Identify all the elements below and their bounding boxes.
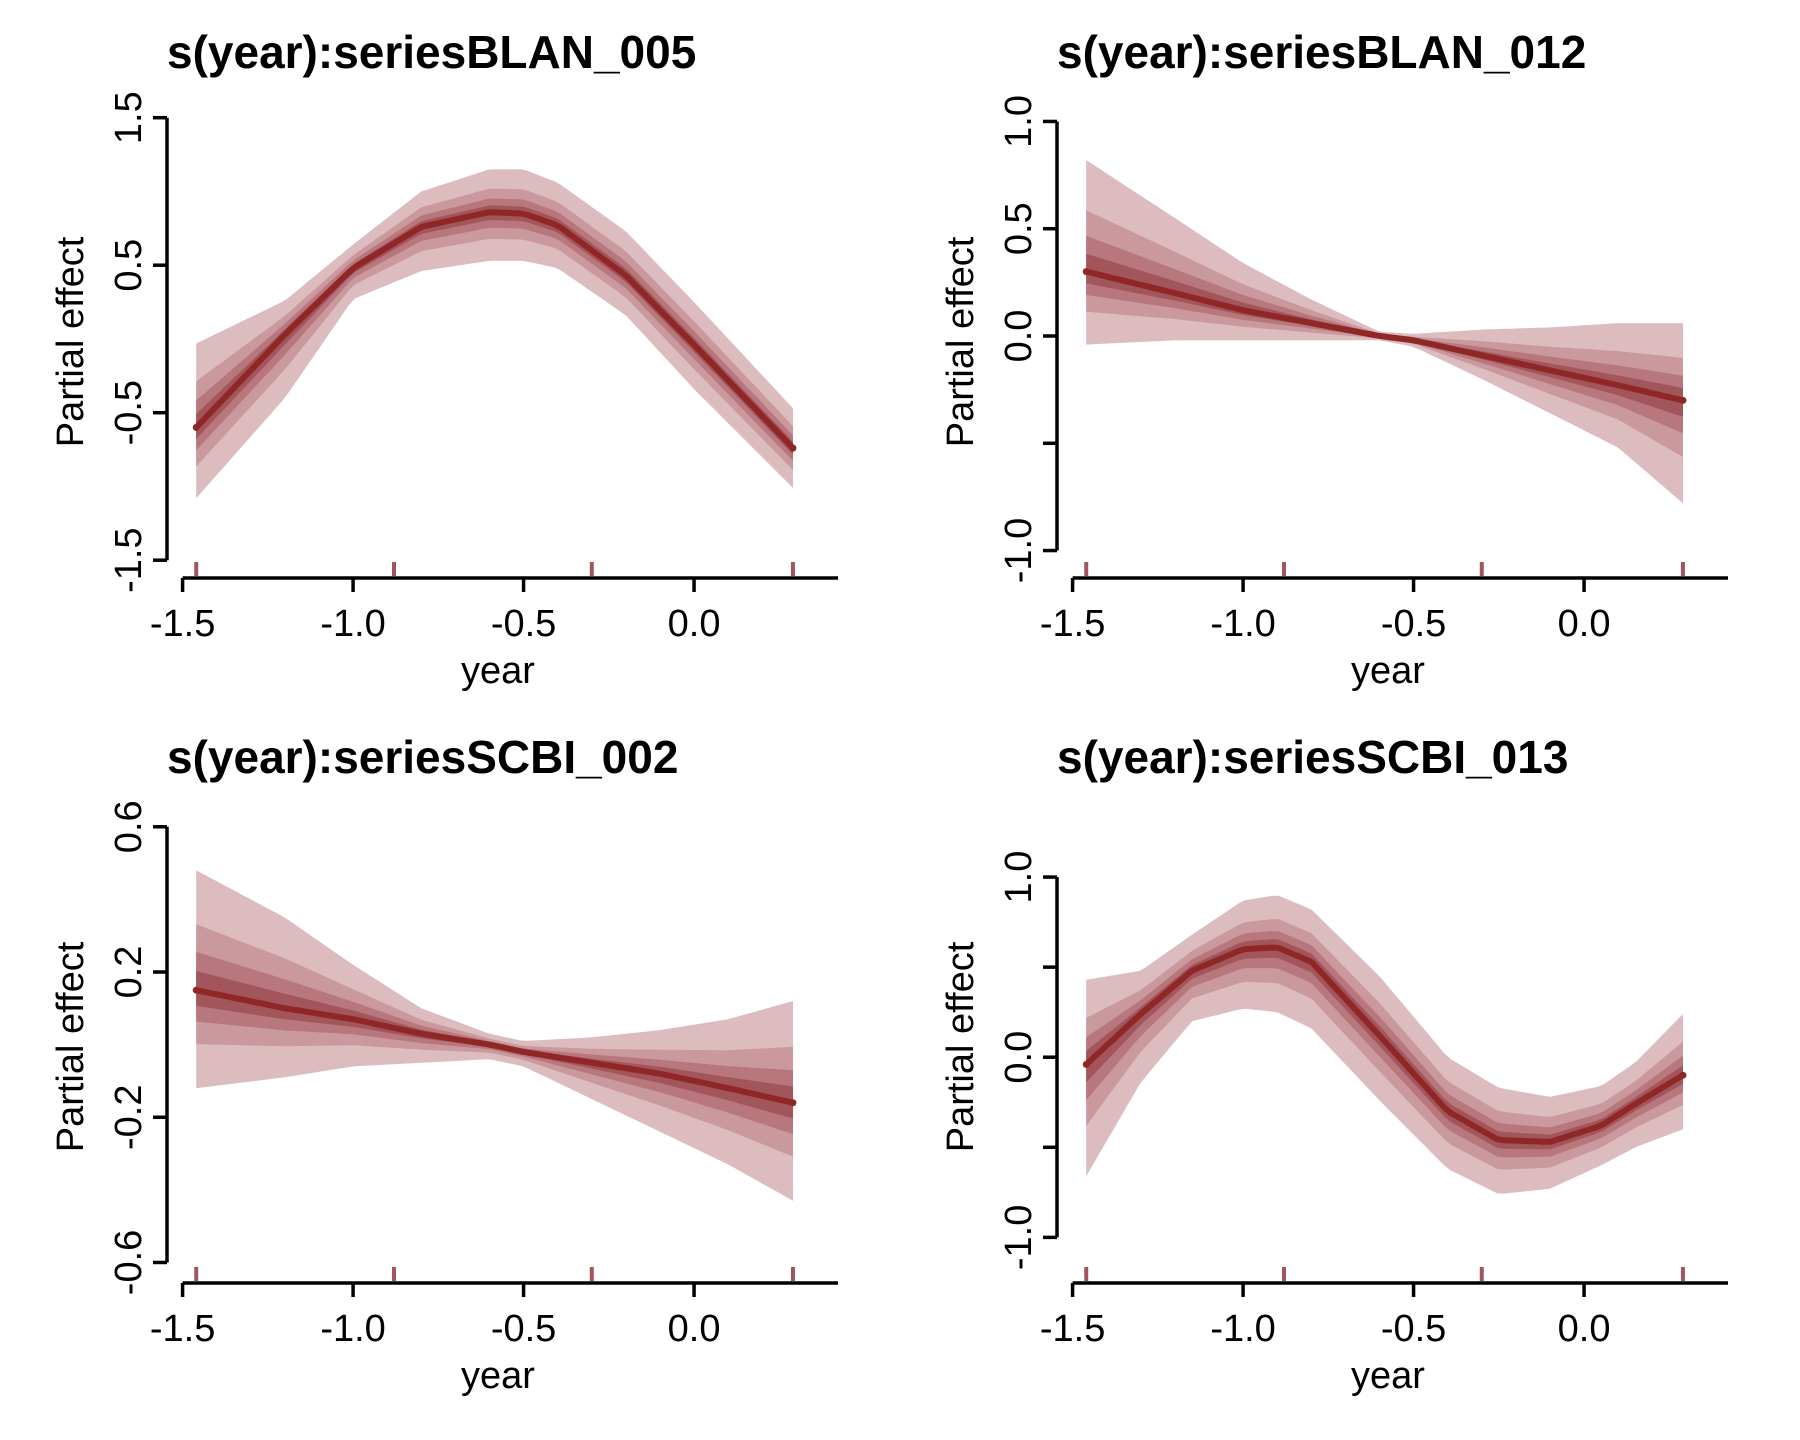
panel-title: s(year):seriesSCBI_013: [1057, 731, 1568, 783]
y-tick-label: 1.0: [998, 851, 1040, 904]
line-end-point: [192, 986, 200, 994]
median-line: [193, 209, 796, 452]
plot-area: [1082, 160, 1687, 504]
line-end-point: [1082, 1060, 1090, 1068]
y-tick-label: -0.6: [108, 1230, 150, 1295]
y-tick-label: 0.0: [998, 310, 1040, 363]
plot-area: [192, 169, 797, 499]
x-tick-label: -0.5: [1381, 1308, 1446, 1350]
y-tick-label: 0.6: [108, 800, 150, 853]
y-tick-label: -1.0: [998, 1205, 1040, 1270]
x-tick-label: -1.5: [1040, 603, 1105, 645]
x-axis-label: year: [461, 650, 535, 692]
panel-1: s(year):seriesBLAN_005 year Partial effe…: [50, 26, 838, 692]
plot-area: [1082, 895, 1687, 1194]
x-tick-label: -1.5: [150, 603, 215, 645]
panel-title: s(year):seriesBLAN_012: [1057, 26, 1586, 78]
line-end-point: [192, 423, 200, 431]
x-tick-label: 0.0: [668, 1308, 721, 1350]
line-end-point: [1679, 396, 1687, 404]
y-tick-label: 1.5: [108, 91, 150, 144]
panel-title: s(year):seriesBLAN_005: [167, 26, 696, 78]
y-tick-label: -0.2: [108, 1085, 150, 1150]
axes: -1.00.00.51.0-1.5 -1.0 -0.5 0.0: [998, 95, 1728, 645]
y-tick-label: 0.2: [108, 946, 150, 999]
y-tick-label: 0.5: [108, 239, 150, 292]
y-axis-label: Partial effect: [940, 236, 982, 447]
y-axis-label: Partial effect: [940, 941, 982, 1152]
x-axis-label: year: [1351, 650, 1425, 692]
plot-area: [192, 870, 797, 1201]
credible-band-outer: [196, 169, 793, 499]
x-tick-label: -1.0: [320, 603, 385, 645]
axes: -1.5 -0.5 0.5 1.5 -1.5 -1.0 -0.5 0.0: [108, 91, 838, 645]
line-end-point: [789, 444, 797, 452]
y-tick-label: -1.0: [998, 518, 1040, 583]
credible-band-inner: [196, 205, 793, 455]
line-end-point: [789, 1099, 797, 1107]
y-tick-label: 1.0: [998, 95, 1040, 148]
panel-3: s(year):seriesSCBI_002 year Partial effe…: [50, 731, 838, 1397]
credible-band-outer: [1086, 160, 1683, 504]
x-tick-label: -0.5: [491, 603, 556, 645]
panel-4: s(year):seriesSCBI_013 year Partial effe…: [940, 731, 1728, 1397]
y-tick-label: -0.5: [108, 380, 150, 445]
x-axis-label: year: [461, 1355, 535, 1397]
line-end-point: [1679, 1071, 1687, 1079]
x-tick-label: -0.5: [491, 1308, 556, 1350]
x-tick-label: 0.0: [1558, 603, 1611, 645]
x-tick-label: -1.0: [320, 1308, 385, 1350]
x-tick-label: 0.0: [1558, 1308, 1611, 1350]
y-tick-label: 0.5: [998, 202, 1040, 255]
x-tick-label: -1.0: [1210, 1308, 1275, 1350]
axes: -1.00.01.0-1.5 -1.0 -0.5 0.0: [998, 851, 1728, 1350]
panel-title: s(year):seriesSCBI_002: [167, 731, 678, 783]
axes: -0.6 -0.2 0.2 0.6 -1.5 -1.0 -0.5 0.0: [108, 800, 838, 1350]
y-tick-label: 0.0: [998, 1031, 1040, 1084]
y-tick-label: -1.5: [108, 527, 150, 592]
y-axis-label: Partial effect: [50, 236, 92, 447]
line-end-point: [1082, 268, 1090, 276]
median-line: [1083, 268, 1686, 404]
credible-band-2: [196, 924, 793, 1157]
x-tick-label: 0.0: [668, 603, 721, 645]
x-tick-label: -1.5: [150, 1308, 215, 1350]
median-line: [193, 987, 796, 1106]
panel-2: s(year):seriesBLAN_012 year Partial effe…: [940, 26, 1728, 692]
y-axis-label: Partial effect: [50, 941, 92, 1152]
x-axis-label: year: [1351, 1355, 1425, 1397]
credible-band-outer: [196, 870, 793, 1201]
median-line: [1083, 944, 1686, 1145]
x-tick-label: -1.0: [1210, 603, 1275, 645]
x-tick-label: -0.5: [1381, 603, 1446, 645]
x-tick-label: -1.5: [1040, 1308, 1105, 1350]
